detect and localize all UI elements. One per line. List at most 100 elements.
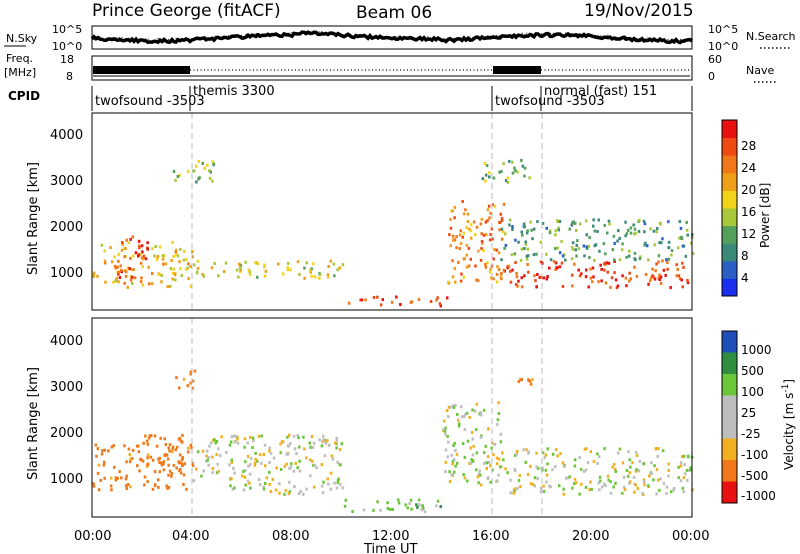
heatmap-cell — [598, 249, 601, 253]
heatmap-cell — [479, 411, 482, 414]
heatmap-cell — [658, 278, 662, 282]
heatmap-cell — [677, 274, 681, 278]
heatmap-cell — [609, 480, 612, 484]
heatmap-cell — [558, 484, 561, 488]
heatmap-cell — [444, 432, 447, 436]
heatmap-cell — [334, 441, 337, 445]
heatmap-cell — [256, 262, 260, 266]
heatmap-cell — [691, 488, 694, 492]
heatmap-cell — [466, 220, 470, 224]
heatmap-cell — [600, 485, 604, 489]
heatmap-cell — [652, 275, 655, 279]
heatmap-cell — [513, 489, 516, 493]
heatmap-cell — [643, 243, 646, 247]
heatmap-cell — [628, 249, 631, 253]
heatmap-cell — [219, 454, 222, 458]
heatmap-cell — [680, 278, 683, 282]
heatmap-cell — [501, 451, 504, 455]
heatmap-cell — [612, 485, 615, 489]
heatmap-cell — [476, 279, 480, 283]
heatmap-cell — [103, 448, 107, 452]
heatmap-cell — [665, 491, 668, 495]
heatmap-cell — [179, 471, 183, 475]
heatmap-cell — [467, 246, 471, 250]
heatmap-cell — [611, 465, 614, 469]
power-ytick-1000: 1000 — [50, 266, 83, 281]
heatmap-cell — [680, 235, 683, 239]
heatmap-cell — [535, 451, 538, 455]
heatmap-cell — [322, 480, 325, 484]
heatmap-cell — [523, 225, 526, 229]
heatmap-cell — [447, 405, 451, 409]
heatmap-cell — [100, 452, 104, 456]
heatmap-cell — [225, 451, 228, 454]
heatmap-cell — [285, 452, 288, 456]
heatmap-cell — [438, 302, 442, 306]
heatmap-cell — [539, 490, 543, 494]
heatmap-cell — [112, 280, 115, 284]
heatmap-cell — [410, 507, 413, 511]
heatmap-cell — [447, 440, 450, 444]
heatmap-cell — [189, 443, 193, 447]
heatmap-cell — [562, 492, 566, 496]
heatmap-cell — [114, 476, 118, 480]
heatmap-cell — [248, 472, 252, 476]
heatmap-cell — [178, 260, 181, 264]
heatmap-cell — [138, 469, 141, 473]
heatmap-cell — [481, 241, 484, 245]
heatmap-cell — [128, 267, 131, 271]
heatmap-cell — [676, 267, 679, 271]
heatmap-cell — [511, 171, 515, 175]
heatmap-cell — [248, 270, 251, 274]
heatmap-cell — [228, 463, 231, 467]
heatmap-cell — [230, 460, 233, 464]
heatmap-cell — [96, 447, 100, 451]
heatmap-cell — [579, 467, 583, 471]
heatmap-cell — [206, 163, 209, 167]
heatmap-cell — [497, 251, 501, 255]
heatmap-cell — [176, 175, 180, 178]
heatmap-cell — [137, 450, 140, 454]
heatmap-cell — [584, 468, 588, 472]
heatmap-cell — [482, 408, 486, 412]
heatmap-cell — [535, 252, 538, 256]
heatmap-cell — [283, 464, 286, 468]
nsky-tick-high: 10^5 — [52, 23, 82, 36]
heatmap-cell — [149, 455, 153, 459]
heatmap-cell — [429, 300, 433, 303]
heatmap-cell — [397, 501, 401, 505]
heatmap-cell — [570, 245, 574, 249]
heatmap-cell — [616, 239, 619, 243]
heatmap-cell — [650, 276, 653, 280]
heatmap-cell — [125, 460, 128, 464]
heatmap-cell — [285, 462, 288, 466]
heatmap-cell — [288, 466, 291, 470]
heatmap-cell — [584, 219, 588, 223]
power-colorbar-swatch — [722, 120, 737, 139]
heatmap-cell — [379, 508, 382, 512]
heatmap-cell — [436, 296, 439, 300]
heatmap-cell — [686, 279, 689, 282]
heatmap-cell — [541, 221, 545, 225]
heatmap-cell — [211, 471, 214, 475]
heatmap-cell — [597, 455, 601, 459]
heatmap-cell — [678, 236, 681, 240]
heatmap-cell — [589, 267, 592, 271]
heatmap-cell — [475, 451, 479, 455]
heatmap-cell — [686, 233, 689, 237]
heatmap-cell — [591, 280, 594, 284]
heatmap-cell — [340, 442, 343, 446]
heatmap-cell — [336, 460, 339, 464]
heatmap-cell — [208, 176, 212, 180]
heatmap-cell — [556, 454, 559, 458]
heatmap-cell — [327, 482, 330, 486]
heatmap-cell — [244, 483, 247, 487]
heatmap-cell — [679, 464, 683, 468]
heatmap-cell — [546, 275, 549, 278]
heatmap-cell — [475, 468, 478, 472]
heatmap-cell — [484, 265, 488, 269]
velocity-colorbar-label-sup: -1 — [781, 384, 791, 393]
heatmap-cell — [637, 469, 641, 473]
heatmap-cell — [479, 413, 483, 417]
heatmap-cell — [600, 279, 603, 283]
